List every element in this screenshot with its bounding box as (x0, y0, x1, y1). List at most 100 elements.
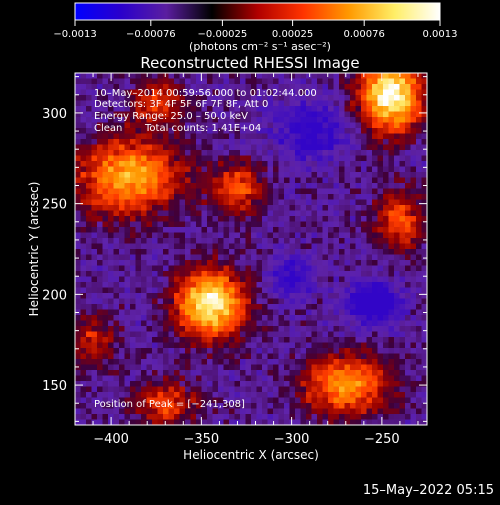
heatmap-cell (372, 304, 379, 311)
heatmap-cell (410, 144, 417, 151)
heatmap-cell (97, 227, 104, 234)
heatmap-cell (262, 133, 269, 140)
heatmap-cell (322, 161, 329, 168)
heatmap-cell (262, 287, 269, 294)
heatmap-cell (179, 276, 186, 283)
heatmap-cell (405, 364, 412, 371)
heatmap-cell (383, 78, 390, 85)
heatmap-cell (91, 177, 98, 184)
heatmap-cell (86, 287, 93, 294)
heatmap-cell (322, 249, 329, 256)
heatmap-cell (80, 221, 87, 228)
heatmap-cell (262, 78, 269, 85)
heatmap-cell (295, 348, 302, 355)
heatmap-cell (284, 309, 291, 316)
heatmap-cell (108, 287, 115, 294)
heatmap-cell (218, 161, 225, 168)
heatmap-cell (372, 359, 379, 366)
heatmap-cell (366, 117, 373, 124)
heatmap-cell (416, 419, 423, 425)
heatmap-cell (333, 370, 340, 377)
heatmap-cell (311, 188, 318, 195)
heatmap-cell (97, 375, 104, 382)
heatmap-cell (152, 397, 159, 404)
heatmap-cell (185, 243, 192, 250)
heatmap-cell (377, 232, 384, 239)
heatmap-cell (152, 375, 159, 382)
heatmap-cell (196, 117, 203, 124)
heatmap-cell (317, 397, 324, 404)
heatmap-cell (218, 381, 225, 388)
heatmap-cell (394, 172, 401, 179)
x-axis-label: Heliocentric X (arcsec) (183, 448, 319, 462)
heatmap-cell (86, 408, 93, 415)
heatmap-cell (124, 106, 131, 113)
heatmap-cell (344, 370, 351, 377)
heatmap-cell (218, 144, 225, 151)
heatmap-cell (223, 183, 230, 190)
heatmap-cell (416, 397, 423, 404)
heatmap-cell (405, 139, 412, 146)
heatmap-cell (86, 139, 93, 146)
heatmap-cell (416, 227, 423, 234)
heatmap-cell (328, 271, 335, 278)
heatmap-cell (218, 315, 225, 322)
heatmap-cell (421, 298, 427, 305)
heatmap-cell (113, 397, 120, 404)
heatmap-cell (421, 342, 427, 349)
heatmap-cell (157, 238, 164, 245)
heatmap-cell (273, 249, 280, 256)
heatmap-cell (80, 364, 87, 371)
heatmap-cell (234, 100, 241, 107)
heatmap-cell (163, 359, 170, 366)
heatmap-cell (218, 84, 225, 91)
heatmap-cell (394, 210, 401, 217)
heatmap-cell (97, 210, 104, 217)
heatmap-cell (410, 265, 417, 272)
heatmap-cell (278, 73, 285, 80)
heatmap-cell (174, 276, 181, 283)
heatmap-cell (284, 293, 291, 300)
heatmap-cell (135, 139, 142, 146)
heatmap-cell (174, 205, 181, 212)
heatmap-cell (344, 397, 351, 404)
heatmap-cell (124, 243, 131, 250)
heatmap-cell (223, 172, 230, 179)
heatmap-cell (157, 106, 164, 113)
heatmap-cell (421, 381, 427, 388)
heatmap-cell (212, 414, 219, 421)
heatmap-cell (377, 100, 384, 107)
heatmap-cell (146, 254, 153, 261)
heatmap-cell (135, 265, 142, 272)
heatmap-cell (113, 238, 120, 245)
heatmap-cell (240, 381, 247, 388)
heatmap-cell (388, 232, 395, 239)
heatmap-cell (130, 287, 137, 294)
heatmap-cell (289, 326, 296, 333)
heatmap-cell (267, 194, 274, 201)
heatmap-cell (185, 144, 192, 151)
heatmap-cell (135, 232, 142, 239)
heatmap-cell (218, 78, 225, 85)
heatmap-cell (377, 293, 384, 300)
heatmap-cell (339, 370, 346, 377)
heatmap-cell (306, 221, 313, 228)
heatmap-cell (284, 238, 291, 245)
heatmap-cell (168, 397, 175, 404)
heatmap-cell (240, 403, 247, 410)
heatmap-cell (344, 188, 351, 195)
heatmap-cell (355, 205, 362, 212)
chart-title: Reconstructed RHESSI Image (140, 54, 359, 72)
heatmap-cell (240, 106, 247, 113)
heatmap-cell (113, 315, 120, 322)
heatmap-cell (223, 249, 230, 256)
heatmap-cell (267, 342, 274, 349)
heatmap-cell (152, 139, 159, 146)
heatmap-cell (361, 293, 368, 300)
heatmap-cell (355, 139, 362, 146)
heatmap-cell (185, 177, 192, 184)
heatmap-cell (245, 320, 252, 327)
heatmap-cell (267, 309, 274, 316)
heatmap-cell (102, 298, 109, 305)
heatmap-cell (328, 243, 335, 250)
